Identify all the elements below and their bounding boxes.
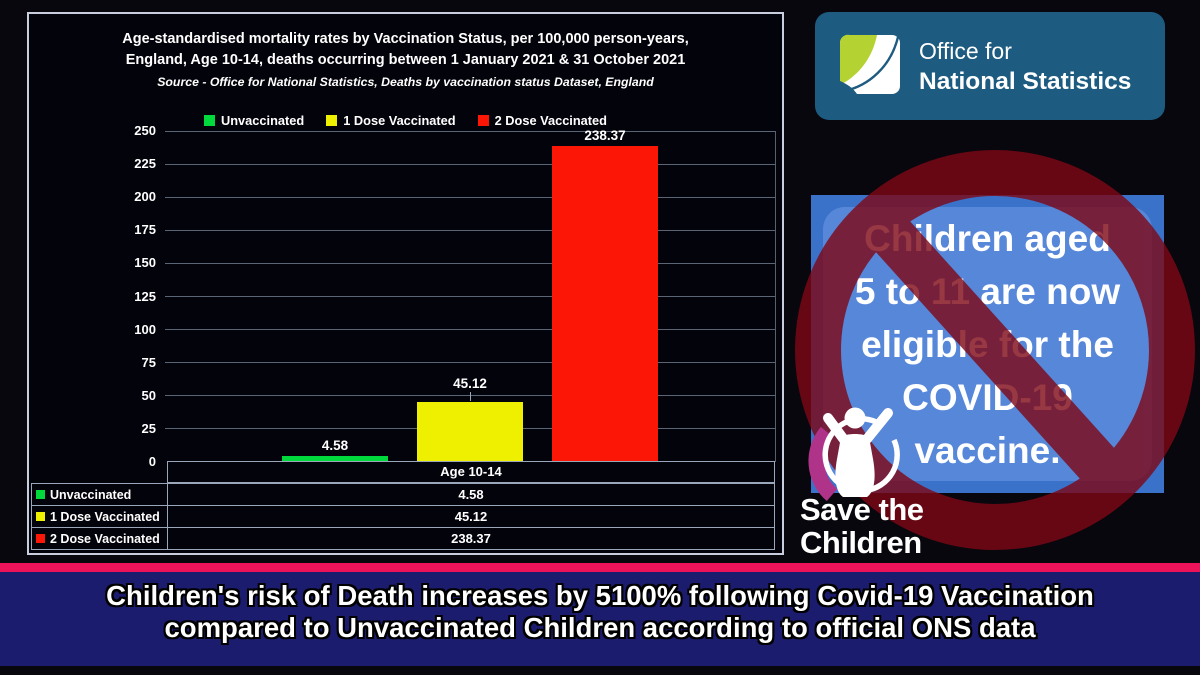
chart-source: Source - Office for National Statistics,… <box>157 75 654 89</box>
banner-accent-stripe <box>0 563 1200 572</box>
bar-label-leader-line <box>470 392 471 402</box>
save-the-children-line1: Save the <box>800 492 924 527</box>
gridline <box>165 229 775 231</box>
y-axis-tick-label: 150 <box>134 255 156 271</box>
table-row-label-unvaccinated: Unvaccinated <box>31 483 168 506</box>
save-the-children-line2: Children <box>800 525 922 560</box>
chart-title-line2: England, Age 10-14, deaths occurring bet… <box>125 52 686 68</box>
legend-item-2-dose-vaccinated: 2 Dose Vaccinated <box>477 113 607 128</box>
gridline <box>165 262 775 264</box>
bar-value-label: 4.58 <box>321 437 349 453</box>
legend-label: 1 Dose Vaccinated <box>343 113 456 128</box>
legend-item-1-dose-vaccinated: 1 Dose Vaccinated <box>326 113 456 128</box>
bar-value-label: 45.12 <box>453 376 487 392</box>
table-row-value-2-dose-vaccinated: 238.37 <box>167 527 775 550</box>
y-axis-tick-label: 225 <box>134 156 156 172</box>
gridline <box>165 196 775 198</box>
banner: Children's risk of Death increases by 51… <box>0 572 1200 666</box>
y-axis-tick-label: 0 <box>148 454 156 469</box>
ons-logo: Office for National Statistics <box>815 12 1165 120</box>
gridline <box>165 362 775 364</box>
gridline <box>165 329 775 331</box>
y-axis-tick-label: 75 <box>141 354 156 370</box>
vaccine-card-line5: vaccine. <box>914 429 1061 471</box>
gridline <box>165 130 775 132</box>
table-row-value-unvaccinated: 4.58 <box>167 483 775 506</box>
bar-1-dose-vaccinated <box>417 402 523 462</box>
legend-swatch-icon <box>204 115 215 126</box>
ons-logo-line1: Office for <box>919 38 1012 64</box>
banner-line2: compared to Unvaccinated Children accord… <box>164 612 1036 643</box>
table-row-label-1-dose-vaccinated: 1 Dose Vaccinated <box>31 505 168 528</box>
y-axis-tick-label: 50 <box>141 387 156 403</box>
gridline <box>165 163 775 165</box>
y-axis-tick-label: 25 <box>141 420 156 436</box>
table-category-header: Age 10-14 <box>167 461 775 483</box>
table-row-label-text: Unvaccinated <box>50 487 132 502</box>
table-row-label-2-dose-vaccinated: 2 Dose Vaccinated <box>31 527 168 550</box>
save-the-children-logo-icon <box>808 407 900 502</box>
legend-item-unvaccinated: Unvaccinated <box>204 113 304 128</box>
legend-label: 2 Dose Vaccinated <box>494 113 607 128</box>
y-axis: 0 25 50 75 100 125 150 175 200 225 250 <box>96 119 156 469</box>
ons-logo-line2: National Statistics <box>919 68 1132 95</box>
save-the-children-wordmark: Save the Children <box>800 493 924 559</box>
legend-swatch-icon <box>36 512 45 521</box>
bar-2-dose-vaccinated <box>552 146 658 462</box>
chart-legend: Unvaccinated 1 Dose Vaccinated 2 Dose Vacc… <box>29 113 782 128</box>
y-axis-tick-label: 100 <box>134 321 156 337</box>
bar-unvaccinated <box>282 456 388 462</box>
y-axis-tick-label: 250 <box>134 123 156 138</box>
bar-value-label: 238.37 <box>584 128 626 144</box>
table-row-label-text: 1 Dose Vaccinated <box>50 509 160 524</box>
legend-swatch-icon <box>36 534 45 543</box>
data-table: Age 10-14 Unvaccinated 4.58 1 Dose Vaccinat… <box>31 461 776 553</box>
ons-logo-text: Office for National Statistics <box>919 36 1131 97</box>
banner-line1: Children's risk of Death increases by 51… <box>106 580 1094 611</box>
legend-swatch-icon <box>477 115 489 126</box>
table-row-label-text: 2 Dose Vaccinated <box>50 531 160 546</box>
table-row-value-1-dose-vaccinated: 45.12 <box>167 505 775 528</box>
y-axis-tick-label: 175 <box>134 222 156 238</box>
ons-logo-icon <box>839 34 900 94</box>
gridline <box>165 296 775 297</box>
y-axis-tick-label: 200 <box>134 189 156 205</box>
y-axis-tick-label: 125 <box>134 288 156 304</box>
prohibition-sign-icon <box>795 150 1195 550</box>
chart-title-line1: Age-standardised mortality rates by Vacc… <box>122 31 689 47</box>
plot-area: 4.58 45.12 238.37 <box>165 128 776 462</box>
legend-swatch-icon <box>36 490 45 499</box>
legend-label: Unvaccinated <box>221 113 305 128</box>
legend-swatch-icon <box>326 115 338 126</box>
